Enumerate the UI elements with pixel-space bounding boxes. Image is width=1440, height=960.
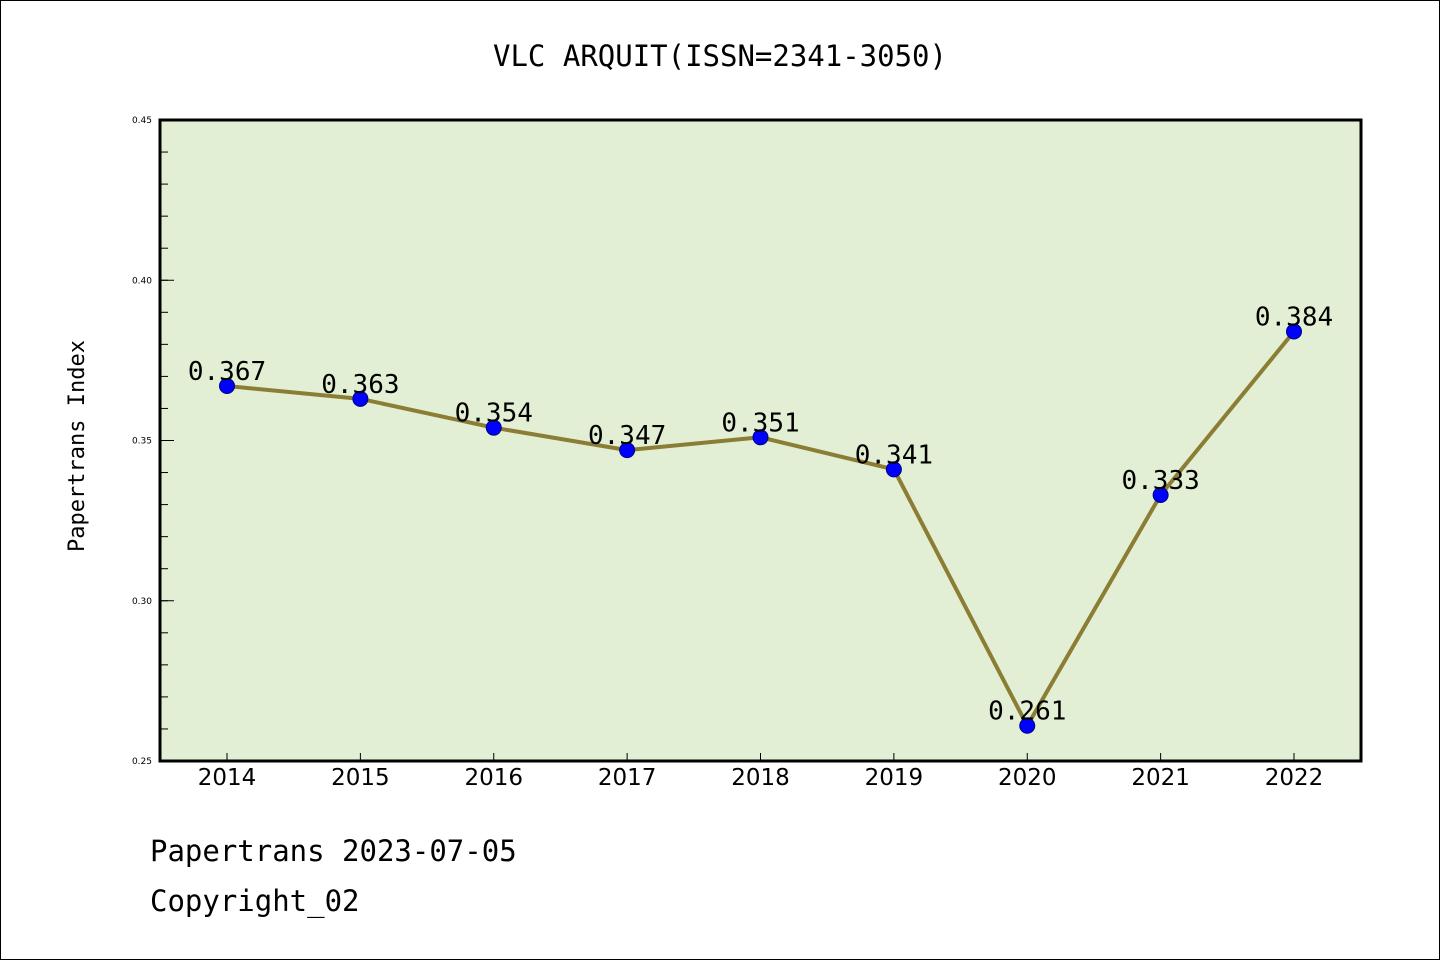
- footer-date: Papertrans 2023-07-05: [150, 834, 517, 868]
- data-point-2019: [885, 461, 902, 478]
- y-tick-label: 0.30: [132, 597, 152, 607]
- data-point-2018: [752, 429, 769, 446]
- x-tick-label: 2018: [731, 765, 790, 791]
- chart-title: VLC ARQUIT(ISSN=2341-3050): [493, 39, 947, 73]
- data-label-2020: 0.261: [988, 697, 1066, 727]
- footer-copyright: Copyright_02: [150, 884, 360, 918]
- series-markers: [219, 323, 1302, 734]
- data-label-2017: 0.347: [588, 421, 666, 451]
- data-label-2021: 0.333: [1121, 466, 1199, 496]
- data-point-2014: [219, 378, 235, 395]
- data-point-2017: [619, 442, 636, 459]
- data-labels: 0.367 0.363 0.354 0.347 0.351 0.341 0.261 0.333…: [188, 303, 1333, 727]
- y-tick-label: 0.45: [132, 116, 152, 126]
- x-tick-label: 2020: [998, 765, 1057, 791]
- data-point-2021: [1152, 486, 1169, 503]
- x-axis-ticks: 2014 2015 2016 2017 2018 2019 2020 2021 2022: [198, 753, 1324, 791]
- data-label-2014: 0.367: [188, 357, 266, 387]
- y-tick-label: 0.35: [132, 437, 152, 447]
- x-tick-label: 2016: [464, 765, 523, 791]
- x-tick-label: 2015: [331, 765, 390, 791]
- x-tick-label: 2022: [1265, 765, 1324, 791]
- data-point-2022: [1286, 323, 1302, 340]
- data-point-2015: [352, 390, 369, 407]
- y-axis-label: Papertrans Index: [65, 340, 90, 552]
- x-tick-label: 2014: [198, 765, 257, 791]
- y-tick-label: 0.25: [132, 757, 152, 767]
- data-label-2019: 0.341: [855, 440, 933, 470]
- data-label-2016: 0.354: [455, 399, 533, 429]
- x-tick-label: 2021: [1131, 765, 1190, 791]
- plot-border: [158, 118, 1363, 763]
- data-label-2015: 0.363: [321, 370, 399, 400]
- data-point-2016: [485, 419, 502, 436]
- data-label-2022: 0.384: [1255, 303, 1333, 333]
- x-tick-label: 2017: [598, 765, 657, 791]
- data-point-2020: [1019, 717, 1036, 734]
- y-tick-label: 0.40: [132, 276, 152, 286]
- x-tick-label: 2019: [865, 765, 924, 791]
- data-label-2018: 0.351: [721, 408, 799, 438]
